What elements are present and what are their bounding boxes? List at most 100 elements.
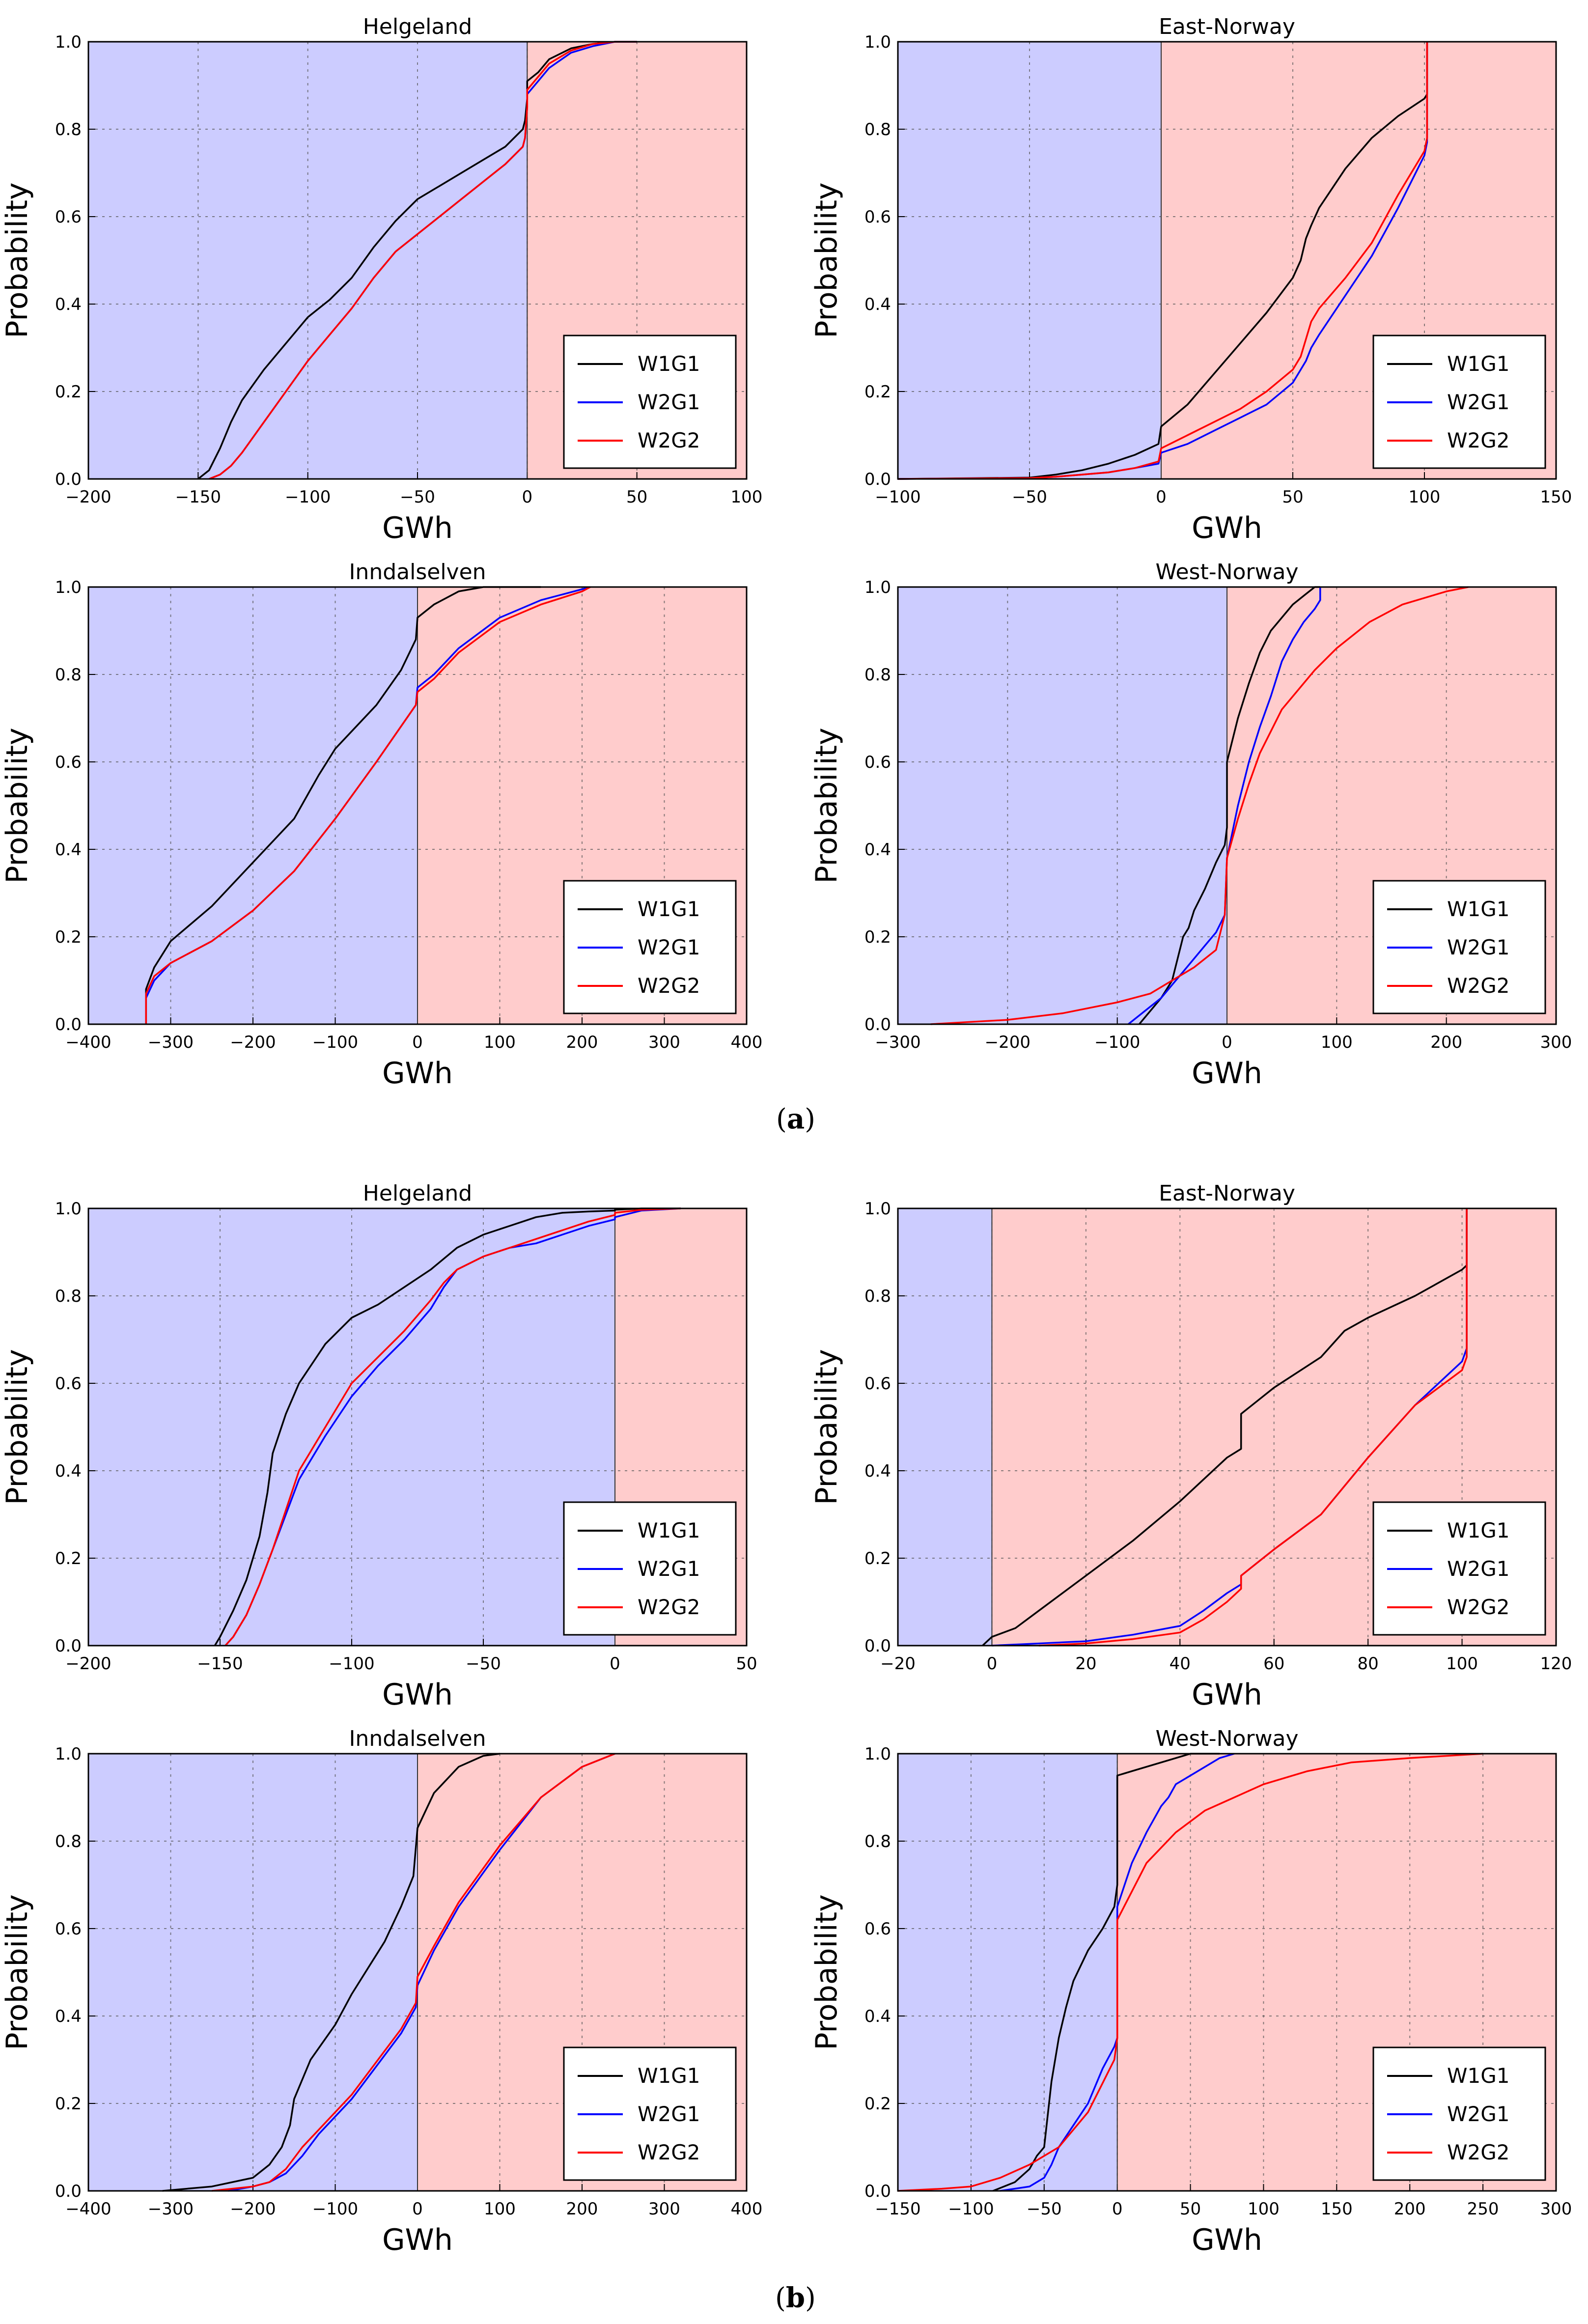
x-tick-label: −200 bbox=[230, 2199, 276, 2219]
y-axis-label: Probability bbox=[0, 1349, 34, 1505]
y-tick-label: 1.0 bbox=[55, 32, 82, 52]
legend-label-w2g1: W2G1 bbox=[638, 390, 700, 414]
plot-frame bbox=[87, 1207, 748, 1647]
x-tick-label: −20 bbox=[880, 1654, 916, 1674]
x-tick-label: 0 bbox=[610, 1654, 620, 1674]
series-line-w2g2 bbox=[897, 42, 1428, 480]
x-tick-label: 200 bbox=[1394, 2199, 1426, 2219]
series-line-w2g1 bbox=[228, 1753, 615, 2192]
x-tick-label: 250 bbox=[1467, 2199, 1499, 2219]
x-tick-label: 300 bbox=[648, 2199, 680, 2219]
series-line-w2g2 bbox=[212, 1753, 615, 2192]
panel-b-3: −400 −300 −200 −100 0 100 200 300 400 0.0 0.2 0.4 0.… bbox=[0, 1726, 762, 2257]
x-tick-label: 0 bbox=[412, 1033, 423, 1052]
series-line-w2g2 bbox=[930, 586, 1469, 1025]
y-tick-label: 0.8 bbox=[864, 120, 891, 140]
y-tick-label: 0.4 bbox=[864, 840, 891, 860]
x-tick-label: 300 bbox=[1540, 1033, 1572, 1052]
legend-label-w1g1: W1G1 bbox=[638, 2064, 700, 2088]
legend-label-w1g1: W1G1 bbox=[1447, 2064, 1510, 2088]
x-tick-label: −300 bbox=[875, 1033, 920, 1052]
chart-title: Helgeland bbox=[363, 14, 472, 39]
y-tick-label: 0.0 bbox=[864, 1636, 891, 1656]
plot-frame bbox=[897, 1207, 1557, 1647]
y-tick-label: 1.0 bbox=[864, 578, 891, 597]
y-axis-label: Probability bbox=[809, 728, 844, 883]
y-tick-label: 0.4 bbox=[55, 2007, 82, 2026]
y-tick-label: 0.2 bbox=[864, 927, 891, 947]
legend-label-w2g2: W2G2 bbox=[638, 2140, 700, 2164]
y-tick-label: 0.6 bbox=[55, 1374, 82, 1394]
panel-b-2: −20 0 20 40 60 80 100 120 0.0 0.2 0.4 0.6 0.8 1.0 East… bbox=[809, 1181, 1572, 1712]
y-axis-label: Probability bbox=[809, 1894, 844, 2050]
chart-title: Inndalselven bbox=[349, 1726, 486, 1751]
y-tick-label: 0.0 bbox=[864, 2182, 891, 2201]
x-tick-label: −200 bbox=[230, 1033, 276, 1052]
x-tick-label: −150 bbox=[875, 2199, 920, 2219]
legend: W1G1 W2G1 W2G2 bbox=[563, 880, 737, 1014]
x-tick-label: 400 bbox=[731, 2199, 763, 2219]
x-tick-label: −50 bbox=[400, 487, 435, 507]
x-tick-label: −100 bbox=[312, 2199, 358, 2219]
legend-label-w1g1: W1G1 bbox=[1447, 897, 1510, 921]
x-tick-label: −50 bbox=[1012, 487, 1047, 507]
negative-region bbox=[898, 1208, 992, 1646]
legend-label-w2g1: W2G1 bbox=[1447, 2102, 1510, 2126]
x-tick-label: −400 bbox=[65, 1033, 111, 1052]
plot-frame bbox=[897, 1753, 1557, 2192]
y-tick-label: 1.0 bbox=[55, 1199, 82, 1219]
series-line-w1g1 bbox=[162, 1753, 500, 2192]
chart-title: East-Norway bbox=[1159, 14, 1295, 39]
y-tick-label: 0.8 bbox=[864, 1832, 891, 1851]
series-line-w2g2 bbox=[209, 41, 637, 480]
panel-b-4: −150 −100 −50 0 50 100 150 200 250 300 0.0 0.2 0.4 0.… bbox=[809, 1726, 1572, 2257]
legend-label-w2g2: W2G2 bbox=[1447, 1595, 1510, 1619]
panel-a-3: −400 −300 −200 −100 0 100 200 300 400 0.0 0.2 0.4 0.… bbox=[0, 560, 762, 1091]
caption-b-open: ( bbox=[775, 2282, 786, 2314]
x-tick-label: 100 bbox=[731, 487, 763, 507]
x-tick-label: 100 bbox=[1446, 1654, 1478, 1674]
series-line-w1g1 bbox=[214, 1207, 681, 1646]
y-tick-label: 0.0 bbox=[864, 470, 891, 489]
y-tick-label: 0.6 bbox=[55, 1919, 82, 1939]
x-tick-label: 400 bbox=[731, 1033, 763, 1052]
legend-label-w2g1: W2G1 bbox=[1447, 935, 1510, 959]
series-line-w2g2 bbox=[1039, 1208, 1468, 1647]
y-tick-label: 0.4 bbox=[55, 840, 82, 860]
y-tick-label: 0.6 bbox=[864, 1374, 891, 1394]
x-tick-label: 0 bbox=[412, 2199, 423, 2219]
caption-a-close: ) bbox=[805, 1103, 816, 1135]
panel-a-1: −200 −150 −100 −50 0 50 100 0.0 0.2 0.4 0.6 0.8 1.0 H… bbox=[0, 14, 762, 545]
caption-b-letter: b bbox=[785, 2282, 806, 2314]
x-tick-label: −100 bbox=[875, 487, 920, 507]
plot-frame bbox=[87, 1753, 748, 2192]
x-tick-label: 150 bbox=[1321, 2199, 1353, 2219]
y-axis-label: Probability bbox=[0, 182, 34, 338]
x-tick-label: −300 bbox=[148, 1033, 194, 1052]
y-tick-label: 0.6 bbox=[864, 207, 891, 227]
y-axis-label: Probability bbox=[809, 182, 844, 338]
caption-a-open: ( bbox=[776, 1103, 787, 1135]
series-line-w1g1 bbox=[897, 42, 1428, 480]
x-axis-label: GWh bbox=[382, 1056, 453, 1091]
series-line-w2g2 bbox=[145, 586, 591, 1024]
x-tick-label: −100 bbox=[329, 1654, 374, 1674]
legend: W1G1 W2G1 W2G2 bbox=[563, 335, 737, 469]
legend: W1G1 W2G1 W2G2 bbox=[1372, 1501, 1546, 1636]
plot-frame bbox=[897, 41, 1557, 480]
y-tick-label: 0.6 bbox=[864, 1919, 891, 1939]
x-tick-label: 50 bbox=[626, 487, 647, 507]
chart-title: West-Norway bbox=[1156, 560, 1299, 585]
y-tick-label: 0.6 bbox=[864, 753, 891, 772]
y-tick-label: 0.0 bbox=[55, 1636, 82, 1656]
x-tick-label: 200 bbox=[1430, 1033, 1462, 1052]
y-tick-label: 0.6 bbox=[55, 753, 82, 772]
y-axis-label: Probability bbox=[0, 1894, 34, 2050]
x-tick-label: 60 bbox=[1263, 1654, 1284, 1674]
negative-region bbox=[898, 587, 1227, 1024]
legend-label-w2g1: W2G1 bbox=[1447, 390, 1510, 414]
x-tick-label: 50 bbox=[736, 1654, 757, 1674]
y-tick-label: 1.0 bbox=[864, 1199, 891, 1219]
y-tick-label: 0.8 bbox=[55, 665, 82, 685]
